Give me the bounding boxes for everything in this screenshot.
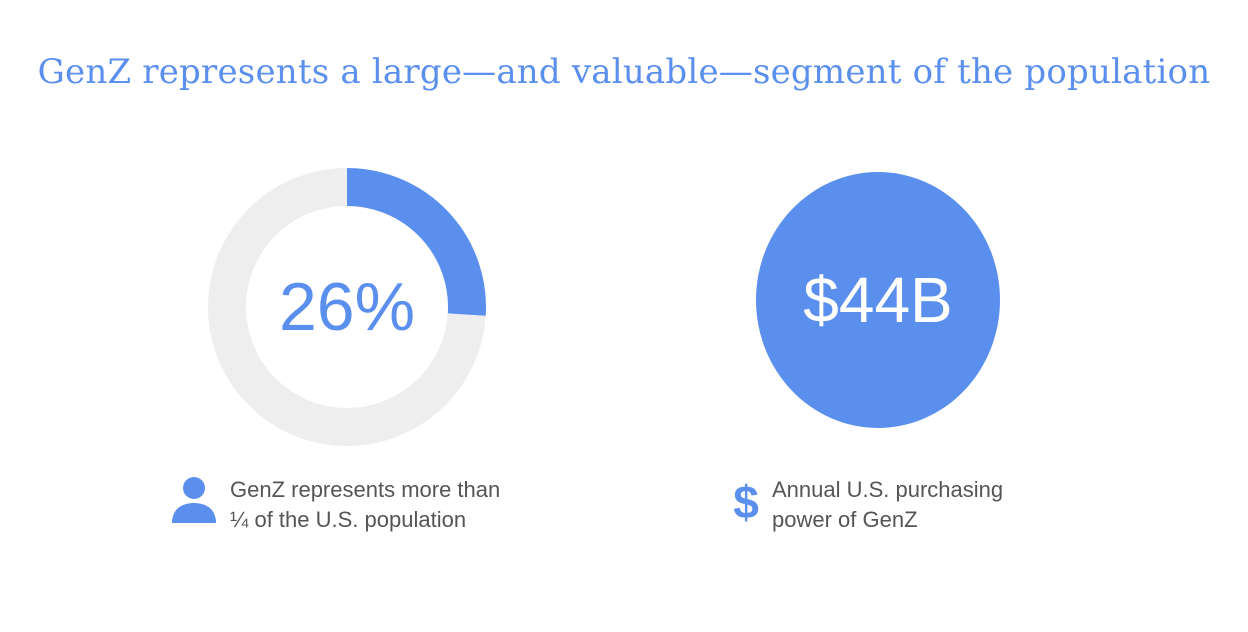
donut-slice-rest (208, 168, 486, 446)
purchasing-power-circle: $44B (756, 172, 1000, 428)
population-caption: GenZ represents more than ¼ of the U.S. … (170, 475, 500, 535)
donut-slice-genz (346, 168, 486, 316)
person-icon (170, 475, 218, 525)
purchasing-caption-line-1: Annual U.S. purchasing (772, 477, 1004, 502)
population-caption-line-1: GenZ represents more than (230, 477, 501, 502)
purchasing-caption: $ Annual U.S. purchasing power of GenZ (730, 475, 1003, 535)
donut-svg (208, 168, 486, 446)
purchasing-caption-line-2: power of GenZ (772, 507, 918, 532)
population-caption-line-2: ¼ of the U.S. population (230, 507, 467, 532)
dollar-icon: $ (733, 476, 759, 528)
page-title: GenZ represents a large—and valuable—seg… (37, 52, 1211, 92)
donut-chart: 26% (208, 168, 486, 446)
purchasing-power-value: $44B (803, 264, 953, 336)
donut-center-label: 26% (278, 269, 416, 345)
